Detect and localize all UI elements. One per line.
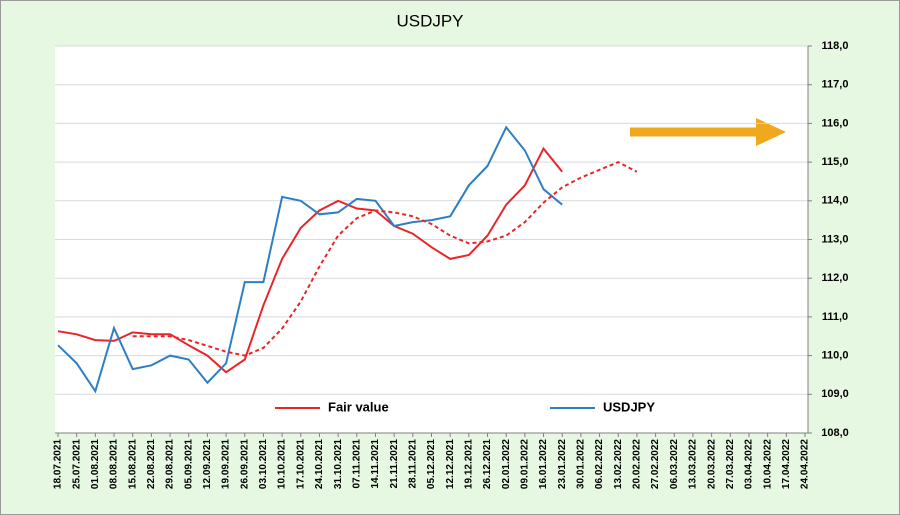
y-tick-label: 109,0	[821, 388, 849, 400]
x-tick-label: 17.04.2022	[781, 439, 792, 489]
x-tick-label: 20.02.2022	[632, 439, 643, 489]
x-tick-label: 10.10.2021	[277, 439, 288, 489]
y-tick-label: 114,0	[822, 195, 849, 207]
x-tick-label: 18.07.2021	[53, 439, 64, 489]
x-tick-label: 21.11.2021	[389, 439, 400, 489]
x-tick-label: 13.03.2022	[688, 439, 699, 489]
x-tick-label: 05.12.2021	[426, 439, 437, 489]
chart-title: USDJPY	[396, 11, 463, 30]
x-tick-label: 12.12.2021	[445, 439, 456, 489]
y-tick-label: 108,0	[821, 427, 849, 439]
x-tick-label: 01.08.2021	[90, 439, 101, 489]
x-tick-label: 15.08.2021	[127, 439, 138, 489]
x-tick-label: 03.04.2022	[744, 439, 755, 489]
x-tick-label: 28.11.2021	[407, 439, 418, 489]
x-tick-label: 08.08.2021	[109, 439, 120, 489]
x-tick-label: 26.12.2021	[482, 439, 493, 489]
x-tick-label: 19.12.2021	[463, 439, 474, 489]
legend-label: Fair value	[328, 399, 389, 414]
x-tick-label: 05.09.2021	[183, 439, 194, 489]
x-tick-label: 14.11.2021	[370, 439, 381, 489]
x-tick-label: 03.10.2021	[258, 439, 269, 489]
x-tick-label: 07.11.2021	[351, 439, 362, 489]
x-tick-label: 22.08.2021	[146, 439, 157, 489]
line-series	[132, 160, 638, 357]
x-tick-label: 25.07.2021	[71, 439, 82, 489]
y-tick-label: 118,0	[822, 40, 849, 52]
y-tick-label: 110,0	[822, 350, 849, 362]
x-tick-label: 10.04.2022	[762, 439, 773, 489]
x-tick-label: 09.01.2022	[520, 439, 531, 489]
x-tick-label: 16.01.2022	[538, 439, 549, 489]
x-tick-label: 30.01.2022	[576, 439, 587, 489]
legend-label: USDJPY	[603, 399, 655, 414]
x-tick-label: 24.04.2022	[800, 439, 811, 489]
line-series	[57, 125, 563, 394]
arrow	[630, 118, 786, 146]
x-tick-label: 13.02.2022	[613, 439, 624, 489]
x-tick-label: 06.03.2022	[669, 439, 680, 489]
x-tick-label: 12.09.2021	[202, 439, 213, 489]
x-tick-label: 26.09.2021	[239, 439, 250, 489]
y-tick-label: 117,0	[822, 79, 849, 91]
x-tick-label: 27.03.2022	[725, 439, 736, 489]
x-tick-label: 02.01.2022	[501, 439, 512, 489]
x-tick-label: 17.10.2021	[295, 439, 306, 489]
x-tick-label: 19.09.2021	[221, 439, 232, 489]
y-tick-label: 112,0	[822, 272, 849, 284]
x-tick-label: 20.03.2022	[706, 439, 717, 489]
x-tick-label: 23.01.2022	[557, 439, 568, 489]
y-tick-label: 116,0	[822, 117, 849, 129]
line-series	[57, 146, 563, 374]
x-tick-label: 06.02.2022	[594, 439, 605, 489]
y-tick-label: 111,0	[822, 311, 848, 323]
x-tick-label: 29.08.2021	[165, 439, 176, 489]
x-tick-label: 24.10.2021	[314, 439, 325, 489]
x-tick-label: 27.02.2022	[650, 439, 661, 489]
y-tick-label: 115,0	[822, 156, 849, 168]
x-tick-label: 31.10.2021	[333, 439, 344, 489]
y-tick-label: 113,0	[822, 233, 849, 245]
